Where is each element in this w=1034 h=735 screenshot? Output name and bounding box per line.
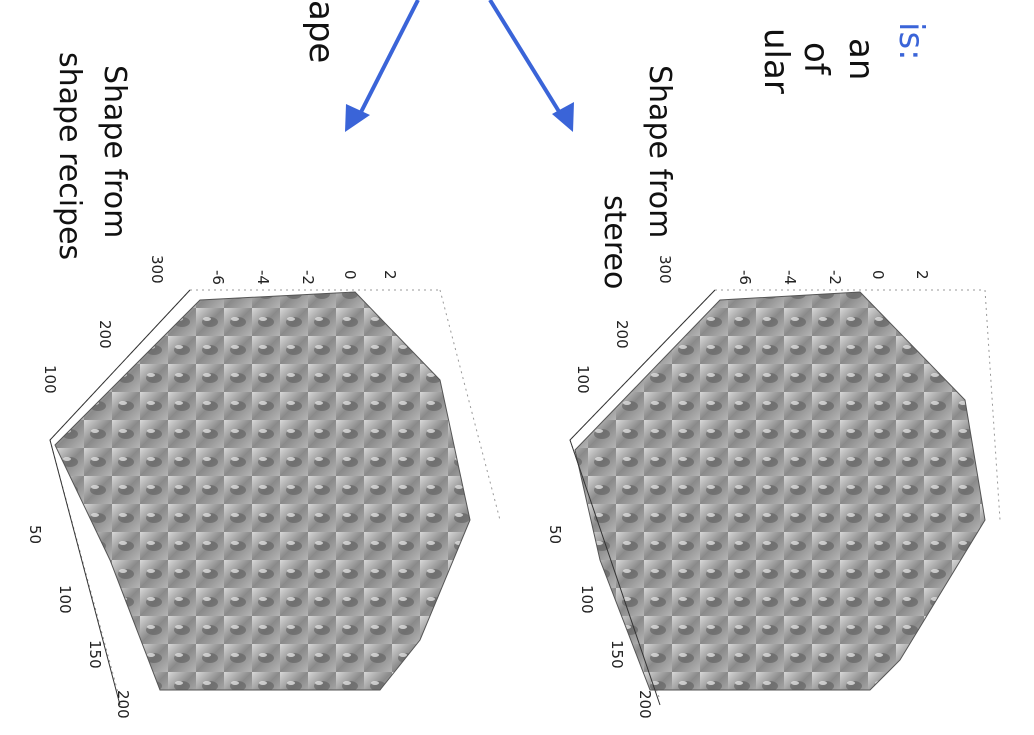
x-tick-label: 100 <box>41 365 59 394</box>
plot-label: Shape from <box>642 65 677 238</box>
z-tick-label: 0 <box>869 270 887 280</box>
z-tick-label: -2 <box>826 270 844 285</box>
text-fragment: an <box>841 38 881 80</box>
y-tick-label: 50 <box>26 525 44 544</box>
y-tick-label: 50 <box>546 525 564 544</box>
x-tick-label: 200 <box>613 320 631 349</box>
z-tick-label: -4 <box>254 270 272 285</box>
y-tick-label: 100 <box>578 585 596 614</box>
z-tick-label: -6 <box>736 270 754 285</box>
z-tick-label: -4 <box>781 270 799 285</box>
z-tick-label: -2 <box>299 270 317 285</box>
arrows <box>345 0 574 132</box>
plot-label: shape recipes <box>52 52 87 260</box>
y-tick-label: 200 <box>114 690 132 719</box>
x-tick-label: 200 <box>96 320 114 349</box>
surface-plot <box>570 290 1000 705</box>
surface-plot <box>50 290 500 705</box>
y-tick-label: 200 <box>636 690 654 719</box>
text-fragment: of <box>796 42 836 76</box>
x-tick-label: 300 <box>656 255 674 284</box>
plot-label: stereo <box>597 195 632 289</box>
y-tick-label: 150 <box>608 640 626 669</box>
z-tick-label: 0 <box>341 270 359 280</box>
plot-label: Shape from <box>97 65 132 238</box>
y-tick-label: 150 <box>86 640 104 669</box>
z-tick-label: 2 <box>381 270 399 280</box>
y-tick-label: 100 <box>56 585 74 614</box>
text-fragment: is: <box>891 22 931 61</box>
cut-heading <box>1000 20 1034 110</box>
slide: is: anofular ape Shape from stereo 2 0 -2 -4 -6 30… <box>0 0 1034 735</box>
text-fragment: ape <box>301 0 341 63</box>
x-tick-label: 100 <box>574 365 592 394</box>
z-tick-label: 2 <box>913 270 931 280</box>
z-tick-label: -6 <box>209 270 227 285</box>
text-fragment: ular <box>756 28 796 94</box>
x-tick-label: 300 <box>148 255 166 284</box>
